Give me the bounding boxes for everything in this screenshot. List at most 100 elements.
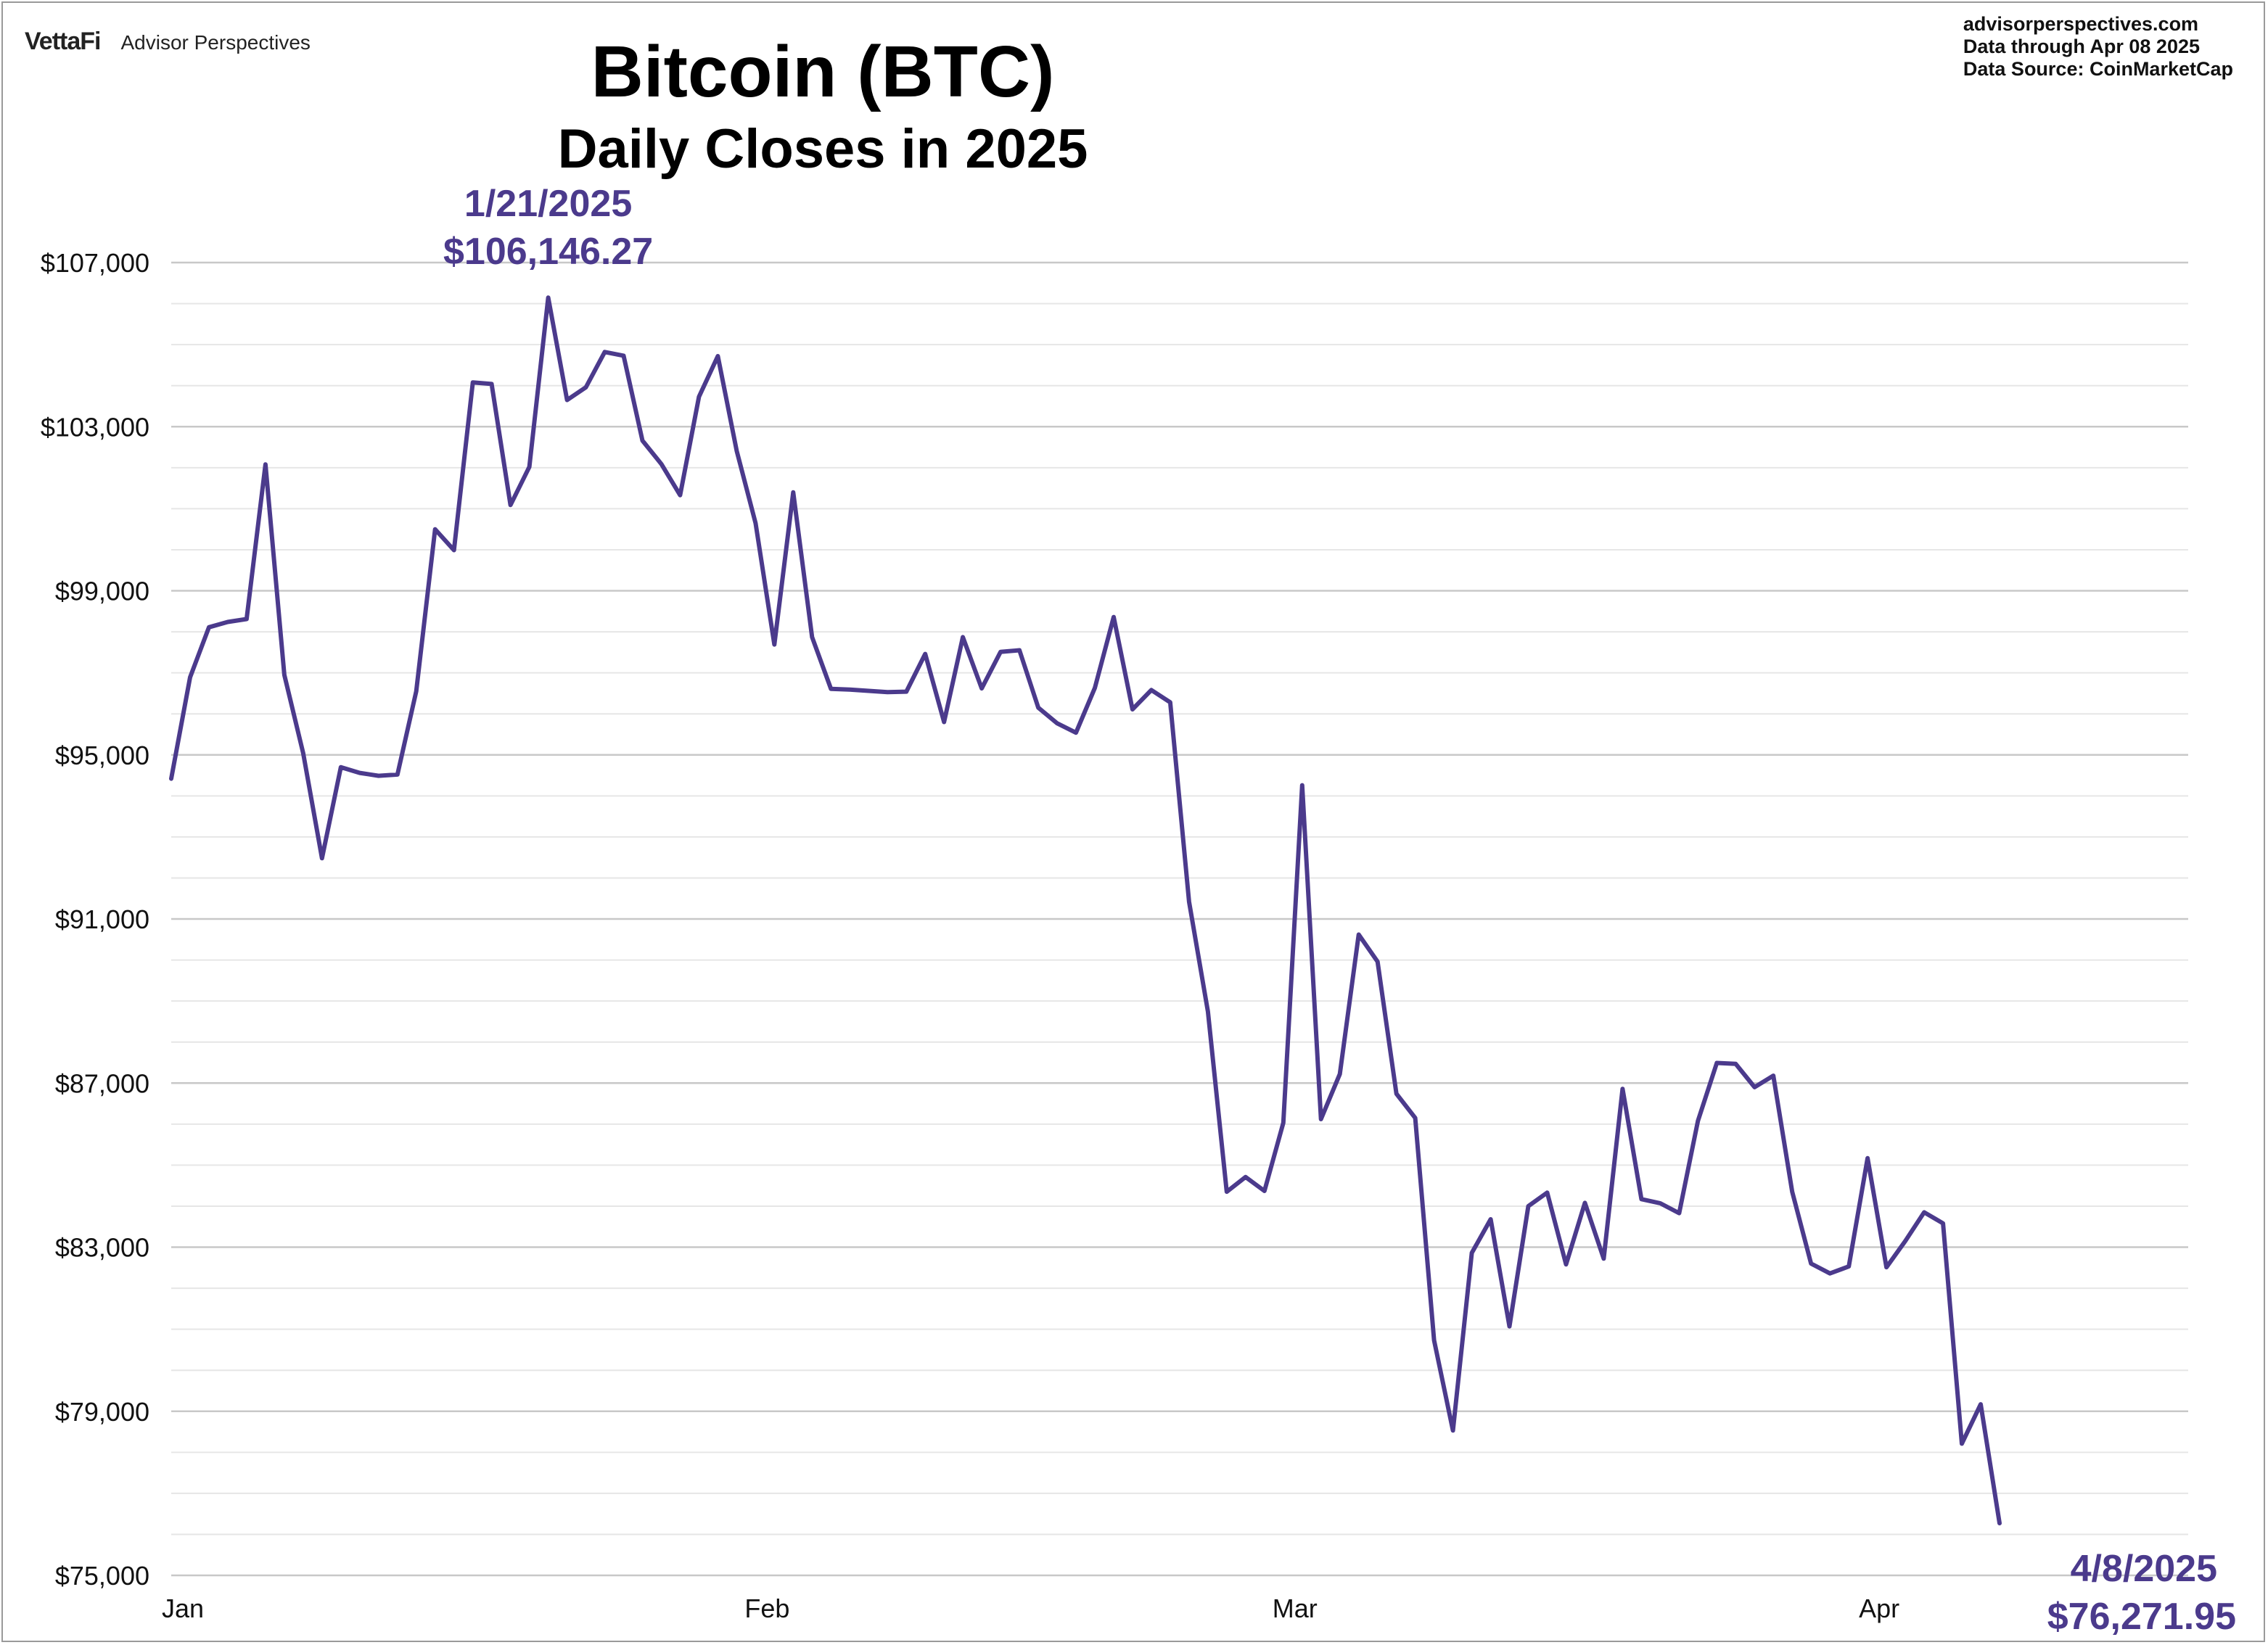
data-point <box>1394 1092 1399 1096</box>
data-points <box>169 295 2002 1525</box>
data-point <box>226 620 230 624</box>
data-point <box>509 503 513 507</box>
data-point <box>1338 1072 1342 1076</box>
data-point <box>1865 1156 1870 1160</box>
peak-annotation-date: 1/21/2025 <box>464 183 632 225</box>
data-point <box>1093 686 1097 690</box>
data-point <box>734 449 739 453</box>
data-point <box>1941 1221 1945 1226</box>
data-point <box>678 493 682 498</box>
y-tick-label: $99,000 <box>55 577 149 606</box>
data-source: Data Source: CoinMarketCap <box>1963 58 2233 80</box>
data-point <box>1696 1118 1700 1123</box>
x-tick-label: Mar <box>1273 1594 1318 1623</box>
data-point <box>1489 1217 1493 1221</box>
brand-header: VettaFi Advisor Perspectives <box>25 28 311 56</box>
x-tick-label: Feb <box>744 1594 789 1623</box>
data-point <box>961 635 965 639</box>
y-tick-label: $75,000 <box>55 1561 149 1591</box>
data-point <box>1639 1197 1643 1201</box>
data-point <box>1564 1262 1569 1266</box>
data-point <box>753 521 757 525</box>
data-point <box>584 385 588 389</box>
source-info: advisorperspectives.com Data through Apr… <box>1963 13 2233 81</box>
data-point <box>1470 1250 1474 1255</box>
data-point <box>866 689 871 693</box>
data-point <box>1508 1324 1512 1329</box>
chart-title: Bitcoin (BTC) <box>591 31 1055 112</box>
data-point <box>377 774 381 778</box>
y-tick-label: $87,000 <box>55 1068 149 1098</box>
data-point <box>1112 615 1116 619</box>
chart-subtitle: Daily Closes in 2025 <box>557 118 1088 180</box>
vettafi-logo: VettaFi <box>25 28 101 55</box>
data-point <box>1244 1175 1248 1179</box>
x-tick-label: Apr <box>1859 1594 1899 1623</box>
y-tick-label: $79,000 <box>55 1397 149 1427</box>
data-point <box>1074 730 1078 735</box>
data-point <box>998 650 1003 654</box>
data-point <box>320 856 324 860</box>
data-point <box>1187 899 1191 904</box>
source-website: advisorperspectives.com <box>1963 13 2199 35</box>
data-point <box>1206 1010 1210 1014</box>
data-through-date: Data through Apr 08 2025 <box>1963 36 2200 57</box>
data-point <box>1357 933 1361 937</box>
data-point <box>1809 1261 1813 1266</box>
y-tick-label: $107,000 <box>41 248 149 278</box>
y-tick-label: $103,000 <box>41 412 149 442</box>
data-point <box>1413 1116 1418 1120</box>
data-point <box>1997 1521 2002 1525</box>
data-point <box>301 751 305 756</box>
data-point <box>1017 648 1022 653</box>
data-point <box>904 690 908 694</box>
data-point <box>395 772 400 777</box>
data-point <box>471 380 475 384</box>
data-point <box>603 350 607 354</box>
data-point <box>188 675 192 680</box>
y-tick-label: $83,000 <box>55 1233 149 1263</box>
data-point <box>1527 1204 1531 1208</box>
data-point <box>339 765 343 770</box>
data-point <box>1960 1441 1964 1446</box>
data-point <box>1677 1211 1681 1216</box>
data-point <box>1903 1239 1907 1243</box>
brand-name: Advisor Perspectives <box>120 31 311 54</box>
data-point <box>1225 1190 1229 1194</box>
data-point <box>1055 721 1059 725</box>
data-point <box>207 625 211 630</box>
major-gridlines <box>171 261 2188 1577</box>
data-point <box>1620 1087 1624 1091</box>
data-point <box>433 527 437 532</box>
data-point <box>1451 1428 1455 1432</box>
data-point <box>1884 1265 1889 1269</box>
data-point <box>245 617 249 622</box>
data-point <box>1979 1402 1983 1406</box>
x-axis-ticks: Jan Feb Mar Apr <box>162 1594 1899 1623</box>
data-point <box>1545 1190 1550 1195</box>
data-point <box>1714 1061 1719 1065</box>
data-point <box>263 462 268 466</box>
data-point <box>282 673 287 677</box>
data-point <box>810 635 814 639</box>
data-point <box>715 354 720 358</box>
data-point <box>1771 1073 1775 1078</box>
data-point <box>414 689 419 693</box>
data-point <box>1168 700 1172 704</box>
data-point <box>452 548 456 553</box>
data-point <box>1149 688 1154 692</box>
data-point <box>829 687 833 691</box>
last-annotation-value: $76,271.95 <box>2047 1596 2236 1638</box>
data-point <box>1300 783 1304 788</box>
data-point <box>847 688 852 692</box>
data-point <box>622 353 626 358</box>
data-point <box>885 690 889 694</box>
data-point <box>1036 706 1040 710</box>
data-point <box>1376 960 1380 964</box>
x-tick-label: Jan <box>162 1594 204 1623</box>
data-point <box>923 652 927 656</box>
last-annotation-date: 4/8/2025 <box>2071 1548 2217 1590</box>
data-point <box>942 720 946 725</box>
data-point <box>1281 1121 1286 1125</box>
